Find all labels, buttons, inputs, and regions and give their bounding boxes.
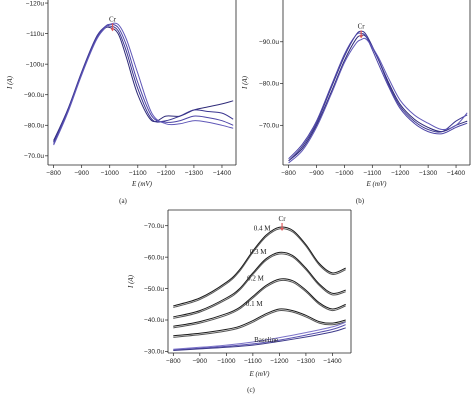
series-line [173, 279, 346, 329]
series-line [288, 30, 468, 162]
series-annotation: Baseline [254, 336, 278, 344]
cr-annotation: Cr [279, 215, 287, 223]
x-tick-label: −1200 [270, 358, 289, 365]
series-line [173, 226, 346, 307]
y-tick-label: −110u [26, 31, 44, 38]
cr-marker-arrow [110, 28, 115, 32]
y-tick-label: −120u [26, 0, 45, 7]
y-axis-label: I (A) [127, 274, 135, 289]
x-tick-label: −1100 [363, 170, 381, 177]
cr-marker-arrow [280, 228, 285, 231]
x-tick-label: −1200 [391, 170, 410, 177]
panel-b-label: (b) [356, 197, 365, 205]
cr-annotation: Cr [109, 15, 117, 23]
series-line [53, 23, 234, 144]
panel-b: −800 −900 −1000 −1100 −1200 −1300 −1400 −70.0u −… [241, 0, 471, 188]
series-annotation: 0.3 M [250, 248, 268, 256]
y-tick-label: −90.0u [259, 39, 279, 46]
series-line [173, 308, 346, 337]
x-tick-label: −1400 [323, 358, 342, 365]
series-line [173, 321, 346, 350]
series-annotation: 0.4 M [254, 224, 272, 232]
x-tick-label: −800 [166, 358, 181, 365]
panel-c-label: (c) [247, 386, 255, 394]
x-tick-label: −1300 [419, 170, 438, 177]
y-tick-label: −70.0u [144, 223, 164, 230]
x-tick-label: −1100 [244, 358, 262, 365]
series-annotation: 0.2 M [247, 275, 265, 283]
x-tick-label: −1400 [447, 170, 466, 177]
series-annotation: 0.1 M [246, 300, 264, 308]
x-axis-label: E (mV) [248, 370, 270, 378]
x-tick-label: −1200 [157, 170, 176, 177]
panel-a-label: (a) [119, 197, 127, 205]
series-line [173, 253, 346, 319]
x-tick-label: −1000 [217, 358, 236, 365]
x-axis-label: E (mV) [365, 180, 387, 188]
series-line [53, 25, 234, 143]
series-line [288, 37, 468, 164]
x-tick-label: −800 [281, 170, 296, 177]
x-tick-label: −1000 [101, 170, 120, 177]
x-tick-label: −1000 [335, 170, 354, 177]
x-tick-label: −800 [46, 170, 61, 177]
series-line [173, 278, 346, 327]
series-line [173, 228, 346, 308]
cr-marker-arrow [359, 35, 364, 39]
y-tick-label: −70.0u [24, 153, 44, 160]
y-tick-label: −60.0u [144, 254, 164, 261]
y-axis-label: I (A) [241, 75, 249, 90]
cr-annotation: Cr [358, 22, 366, 30]
y-tick-label: −70.0u [259, 123, 279, 130]
y-tick-label: −40.0u [144, 317, 164, 324]
panel-a: −800 −900 −1000 −1100 −1200 −1300 −1400 −70.0u −… [6, 0, 237, 188]
x-tick-label: −1300 [297, 358, 316, 365]
series-line [173, 327, 346, 351]
series-line [173, 251, 346, 318]
series-line [53, 26, 234, 141]
x-tick-label: −1100 [129, 170, 147, 177]
x-tick-label: −900 [192, 358, 207, 365]
y-tick-label: −100u [26, 61, 45, 68]
series-line [288, 34, 468, 162]
y-tick-label: −90.0u [24, 92, 44, 99]
series-line [288, 32, 468, 160]
y-tick-label: −30.0u [144, 349, 164, 356]
y-tick-label: −80.0u [259, 81, 279, 88]
y-tick-label: −50.0u [144, 286, 164, 293]
y-axis-label: I (A) [6, 75, 14, 90]
series-line [173, 309, 346, 338]
panel-c: −800 −900 −1000 −1100 −1200 −1300 −1400 −30.0u −… [127, 209, 352, 378]
series-line [173, 324, 346, 351]
x-tick-label: −1300 [185, 170, 204, 177]
y-tick-label: −80.0u [24, 122, 44, 129]
x-tick-label: −1400 [213, 170, 232, 177]
series-line [53, 22, 234, 146]
x-axis-label: E (mV) [131, 180, 153, 188]
x-tick-label: −900 [309, 170, 324, 177]
x-tick-label: −900 [74, 170, 89, 177]
